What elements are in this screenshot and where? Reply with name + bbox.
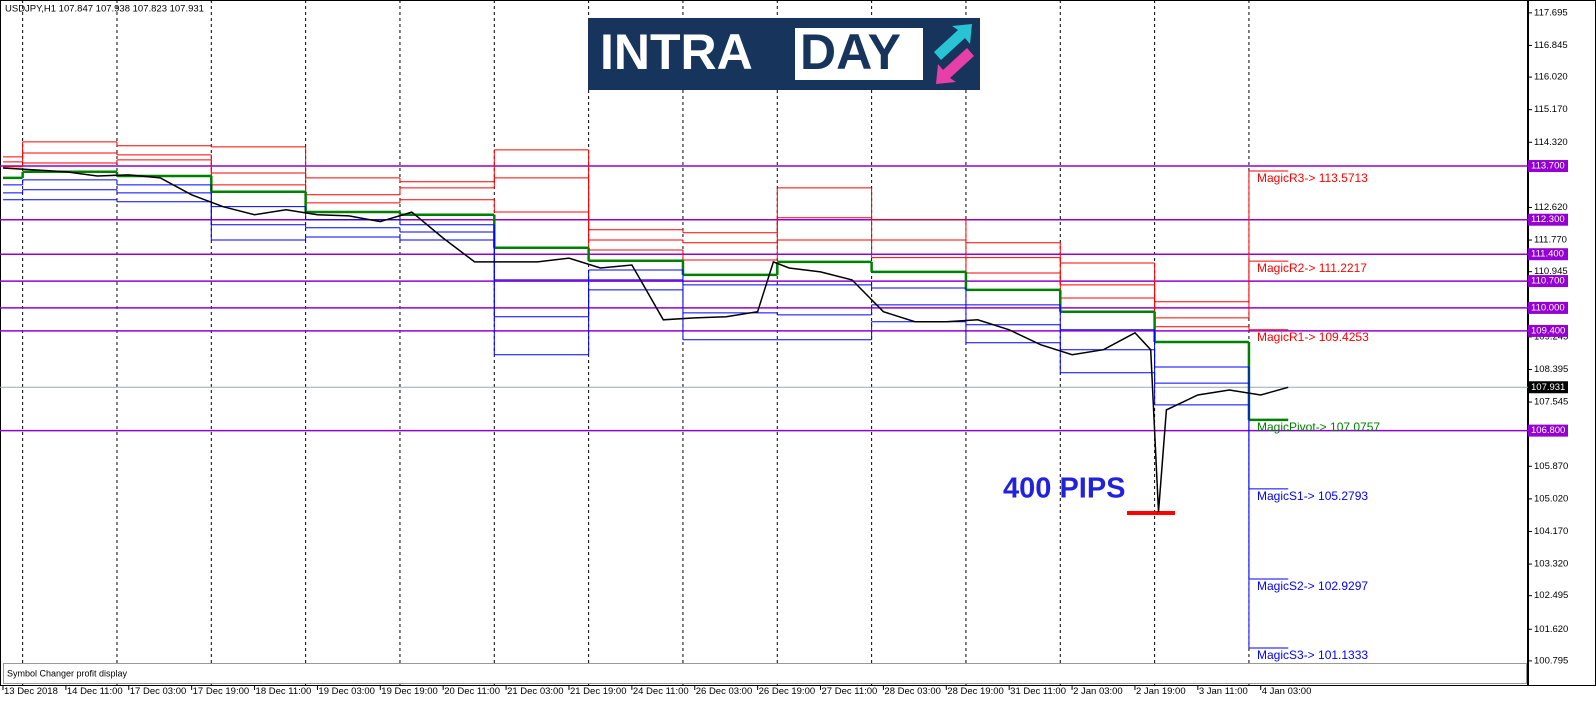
y-tick-label: 115.170 — [1534, 104, 1568, 115]
logo-box — [795, 28, 923, 80]
x-tick-label: 27 Dec 11:00 — [822, 686, 878, 697]
x-tick-label: 21 Dec 19:00 — [570, 686, 627, 697]
plot-frame — [0, 0, 1528, 686]
x-tick-label: 4 Jan 03:00 — [1262, 686, 1312, 697]
price-line — [2, 167, 1289, 512]
x-tick-label: 18 Dec 11:00 — [256, 686, 312, 697]
y-tick-label: 110.945 — [1534, 266, 1568, 277]
y-tick-label: 105.020 — [1534, 493, 1568, 504]
level-tag-label: 111.400 — [1531, 249, 1564, 260]
panel — [3, 663, 1527, 684]
x-tick-label: 17 Dec 03:00 — [130, 686, 187, 697]
x-tick-label: 26 Dec 19:00 — [759, 686, 816, 697]
level-annotation: MagicR3-> 113.5713 — [1257, 171, 1368, 185]
level-annotation: MagicS1-> 105.2793 — [1257, 489, 1368, 503]
x-tick-label: 24 Dec 11:00 — [633, 686, 689, 697]
pips-annotation: 400 PIPS — [1003, 473, 1126, 505]
logo-arrow — [936, 48, 974, 84]
logo-text: DAY — [800, 24, 901, 80]
chart-title: USDJPY,H1 107.847 107.938 107.823 107.93… — [5, 4, 204, 15]
level-tag-label: 109.400 — [1531, 325, 1565, 336]
x-tick-label: 20 Dec 11:00 — [444, 686, 500, 697]
level-tag — [1528, 160, 1568, 173]
x-tick-label: 26 Dec 03:00 — [696, 686, 753, 697]
level-tag-label: 110.000 — [1531, 302, 1565, 313]
y-tick-label: 103.320 — [1534, 559, 1568, 570]
x-tick-label: 14 Dec 11:00 — [67, 686, 123, 697]
level-tag — [1528, 213, 1568, 226]
x-tick-label: 28 Dec 19:00 — [947, 686, 1004, 697]
y-tick-label: 105.870 — [1534, 461, 1568, 472]
level-tag-label: 106.800 — [1531, 425, 1565, 436]
pips-marker — [1127, 511, 1175, 515]
y-tick-label: 102.495 — [1534, 590, 1568, 601]
y-tick-label: 112.620 — [1534, 202, 1568, 213]
y-tick-label: 107.545 — [1534, 397, 1568, 408]
x-tick-label: 31 Dec 11:00 — [1010, 686, 1066, 697]
level-tag — [1528, 248, 1568, 261]
level-tag — [1528, 301, 1568, 314]
level-tag — [1528, 324, 1568, 337]
y-tick-label: 117.695 — [1534, 7, 1568, 18]
level-tag-label: 112.300 — [1531, 214, 1565, 225]
y-tick-label: 116.845 — [1534, 40, 1568, 51]
x-tick-label: 21 Dec 03:00 — [507, 686, 564, 697]
price-tag — [1528, 381, 1568, 394]
level-tag-label: 110.700 — [1531, 276, 1565, 287]
x-tick-label: 19 Dec 03:00 — [318, 686, 375, 697]
price-tag-label: 107.931 — [1531, 382, 1565, 393]
y-tick-label: 101.620 — [1534, 624, 1568, 635]
logo-text: INTRA — [600, 24, 753, 80]
level-tag-label: 113.700 — [1531, 161, 1565, 172]
y-tick-label: 114.320 — [1534, 137, 1568, 148]
x-tick-label: 28 Dec 03:00 — [884, 686, 941, 697]
level-tag — [1528, 275, 1568, 288]
level-tag — [1528, 424, 1568, 437]
x-tick-label: 17 Dec 19:00 — [193, 686, 250, 697]
x-tick-label: 13 Dec 2018 — [4, 686, 58, 697]
level-annotation: MagicS3-> 101.1333 — [1257, 648, 1368, 662]
panel-label: Symbol Changer profit display — [7, 668, 128, 678]
level-annotation: MagicS2-> 102.9297 — [1257, 579, 1368, 593]
logo: INTRA DAY — [588, 18, 980, 90]
level-annotation: MagicPivot-> 107.0757 — [1257, 420, 1380, 434]
y-tick-label: 116.020 — [1534, 72, 1568, 83]
level-annotation: MagicR1-> 109.4253 — [1257, 330, 1369, 344]
x-tick-label: 2 Jan 03:00 — [1073, 686, 1123, 697]
x-tick-label: 2 Jan 19:00 — [1136, 686, 1186, 697]
y-tick-label: 100.795 — [1534, 655, 1568, 666]
y-tick-label: 111.770 — [1534, 235, 1567, 246]
axis-bg — [1528, 0, 1596, 686]
x-tick-label: 3 Jan 11:00 — [1199, 686, 1248, 697]
x-tick-label: 19 Dec 19:00 — [381, 686, 438, 697]
y-tick-label: 104.170 — [1534, 526, 1568, 537]
y-tick-label: 108.395 — [1534, 364, 1568, 375]
logo-arrow — [934, 24, 972, 60]
level-annotation: MagicR2-> 111.2217 — [1257, 261, 1367, 275]
